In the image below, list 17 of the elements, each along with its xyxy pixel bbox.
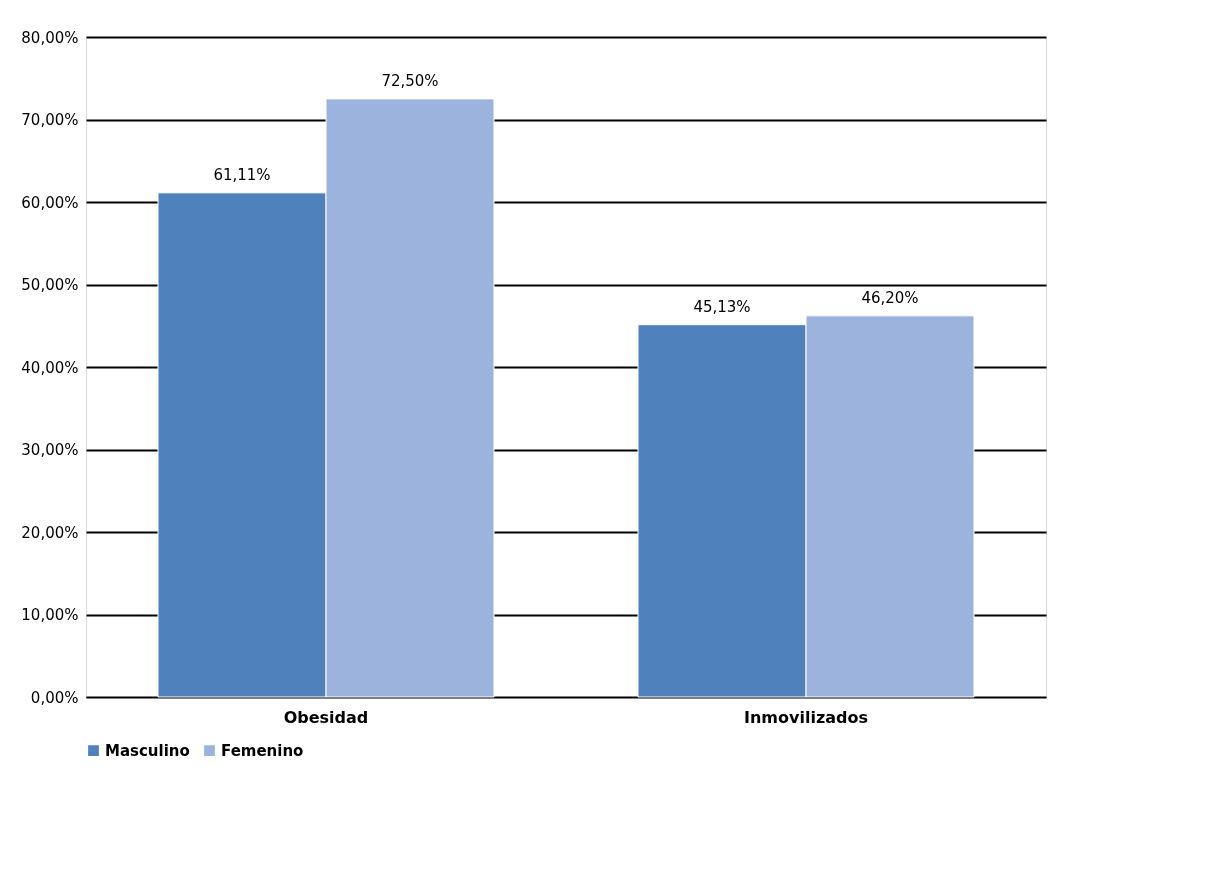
y-tick-label: 40,00% <box>21 358 79 377</box>
data-label: 45,13% <box>693 297 751 316</box>
y-tick-label: 10,00% <box>21 606 79 624</box>
x-tick-label: Obesidad <box>283 707 369 727</box>
legend-label: Masculino <box>105 741 190 760</box>
x-tick-label: Inmovilizados <box>744 707 868 727</box>
data-label: 72,50% <box>381 71 439 90</box>
data-label: 46,20% <box>861 288 919 307</box>
y-tick-label: 30,00% <box>21 441 79 459</box>
data-label: 61,11% <box>213 165 271 184</box>
y-tick-label: 50,00% <box>21 276 79 294</box>
y-tick-label: 20,00% <box>21 523 79 542</box>
y-tick-label: 80,00% <box>21 28 79 47</box>
y-tick-label: 70,00% <box>21 111 79 129</box>
y-tick-label: 0,00% <box>30 688 79 707</box>
legend-label: Femenino <box>221 741 304 760</box>
y-tick-label: 60,00% <box>21 193 79 212</box>
